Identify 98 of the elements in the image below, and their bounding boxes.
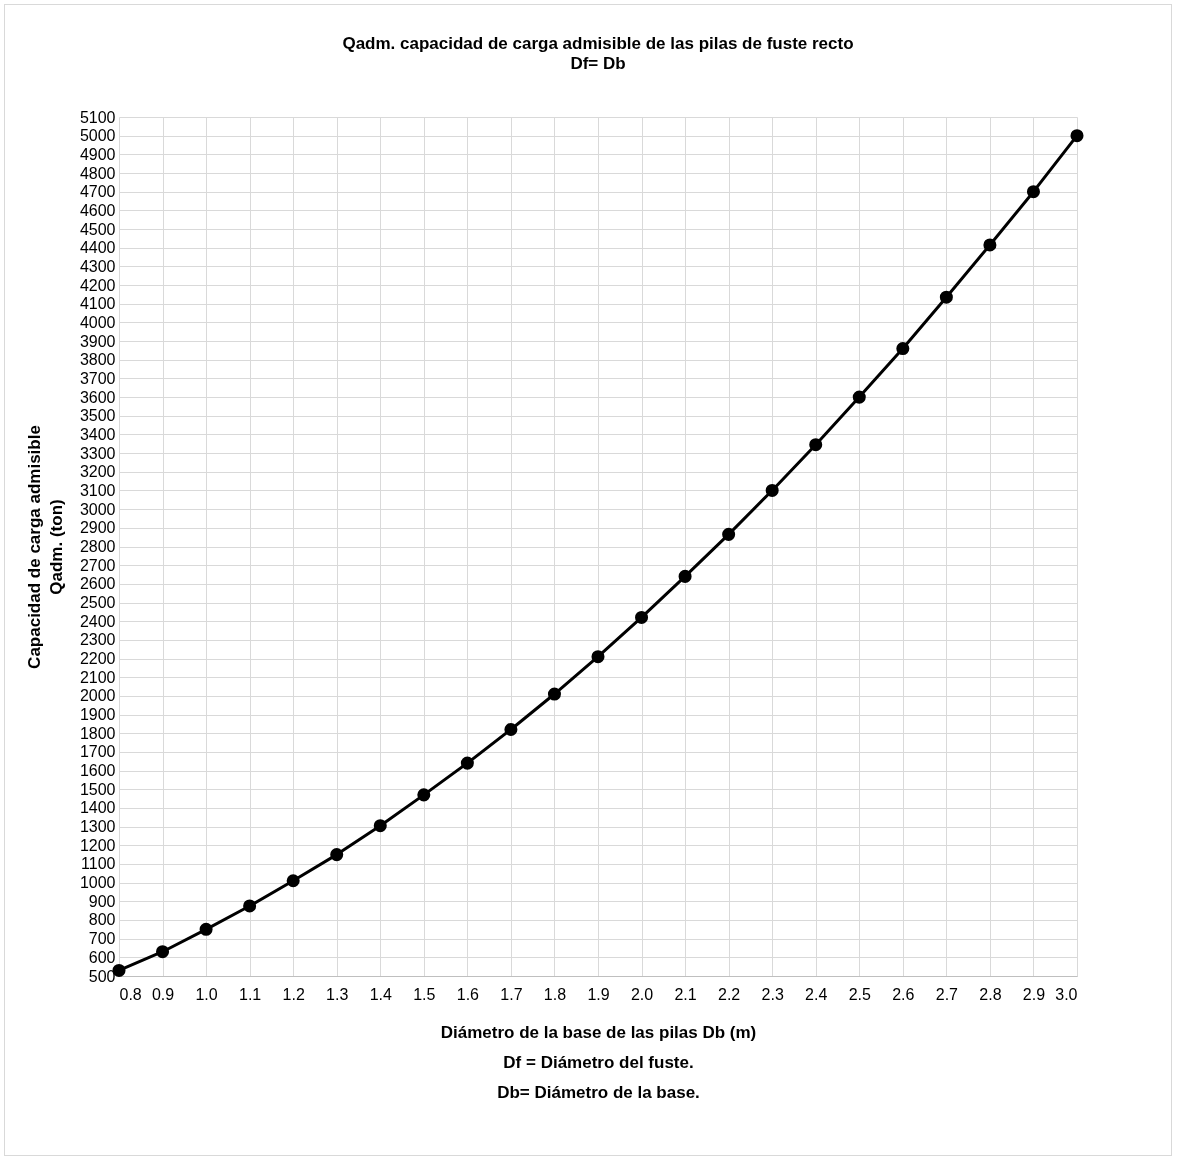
text: Df = Diámetro del fuste. [503,1052,694,1072]
y-tick-label: 800 [88,911,116,929]
point [896,342,910,356]
y-tick-label: 4900 [79,145,116,163]
point [1026,185,1040,199]
y-tick-label: 2500 [79,594,116,612]
y-tick-label: 2300 [79,631,116,649]
x-tick-label: 1.7 [500,985,523,1003]
point [373,819,387,833]
y-tick-label: 4500 [79,220,116,238]
point [635,610,649,624]
y-tick-label: 3200 [79,463,116,481]
x-tick-label: 2.0 [630,985,654,1003]
x-tick-label: 1.8 [543,985,567,1003]
y-tick-label: 4000 [79,313,116,331]
point [243,899,257,913]
point [765,483,779,497]
y-tick-label: 1900 [79,706,116,724]
y-tick-label: 700 [88,930,116,948]
point [939,290,953,304]
y-tick-label: 600 [88,948,116,966]
x-tick-label: 2.8 [979,985,1002,1003]
y-tick-label: 3800 [79,351,116,369]
y-tick-label: 3500 [79,407,116,425]
point [417,788,431,802]
y-tick-label: 4200 [79,276,116,294]
x-tick-label: 2.9 [1022,985,1046,1003]
point [330,848,344,862]
x-tick-label: 2.1 [674,985,697,1003]
x-tick-label: 1.2 [282,985,305,1003]
x-tick-label: 2.2 [718,985,741,1003]
point [678,569,692,583]
point [547,687,561,701]
chart-subtitle: Df= Db [570,54,626,73]
y-tick-label: 3100 [79,481,116,499]
y-tick-label: 4400 [79,239,116,257]
y-tick-label: 2400 [79,612,116,630]
y-tick-label: 2200 [79,650,116,668]
y-tick-label: 5000 [79,127,116,145]
y-tick-label: 1800 [79,724,116,742]
y-tick-label: 3900 [79,332,116,350]
y-tick-label: 4100 [79,295,116,313]
y-tick-label: 1500 [79,780,116,798]
y-tick-label: 4700 [79,183,116,201]
x-tick-label: 1.0 [195,985,218,1003]
x-tick-label: 1.5 [413,985,436,1003]
x-tick-label: 2.6 [892,985,915,1003]
x-tick-label: 1.3 [326,985,349,1003]
y-tick-label: 1700 [79,743,116,761]
y-tick-label: 500 [88,967,116,985]
x-tick-label: 3.0 [1055,985,1078,1003]
y-tick-label: 2900 [79,519,116,537]
y-tick-label: 3400 [79,425,116,443]
point [199,922,213,936]
y-tick-label: 900 [88,892,116,910]
y-tick-label: 3600 [79,388,116,406]
point [286,874,300,888]
x-tick-label: 2.4 [805,985,828,1003]
y-tick-label: 1300 [79,818,116,836]
point [591,650,605,664]
point [156,945,170,959]
y-tick-label: 3000 [79,500,116,518]
y-tick-label: 2800 [79,538,116,555]
y-tick-label: 2600 [79,575,116,593]
y-tick-label: 4300 [79,257,116,275]
y-tick-label: 1400 [79,799,116,817]
y-tick-label: 4800 [79,164,116,182]
x-tick-label: 2.5 [848,985,871,1003]
x-tick-label: 2.3 [761,985,784,1003]
x-tick-label: 2.7 [935,985,959,1003]
x-tick-label: 1.1 [239,985,262,1003]
x-tick-label: 0.9 [151,985,175,1003]
y-tick-label: 3700 [79,369,116,387]
y-tick-label: 1000 [79,874,116,892]
y-tick-label: 2700 [79,556,116,574]
x-tick-label: 0.8 [119,985,142,1003]
y-tick-label: 1600 [79,762,116,780]
point [460,756,474,770]
point [504,723,518,737]
point [722,527,736,541]
y-tick-label: 1100 [81,855,116,873]
y-tick-label: 2100 [79,668,116,686]
x-axis-title: Diámetro de la base de las pilas Db (m) [440,1022,757,1042]
point [983,238,997,252]
chart-title: Qadm. capacidad de carga admisible de las pilas de fuste recto [342,34,854,53]
y-tick-label: 5100 [79,108,116,126]
x-tick-label: 1.6 [456,985,480,1003]
y-axis-title: Capacidad de carga admisible Qadm. (ton) [24,425,66,669]
point [809,438,823,452]
point [1070,129,1084,143]
point [852,390,866,404]
y-tick-label: 2000 [79,687,116,705]
y-tick-label: 4600 [79,201,116,219]
y-tick-label: 1200 [79,836,116,854]
x-tick-label: 1.4 [369,985,392,1003]
x-tick-label: 1.9 [587,985,610,1003]
text: Db= Diámetro de la base. [497,1082,700,1102]
y-tick-label: 3300 [79,444,116,462]
